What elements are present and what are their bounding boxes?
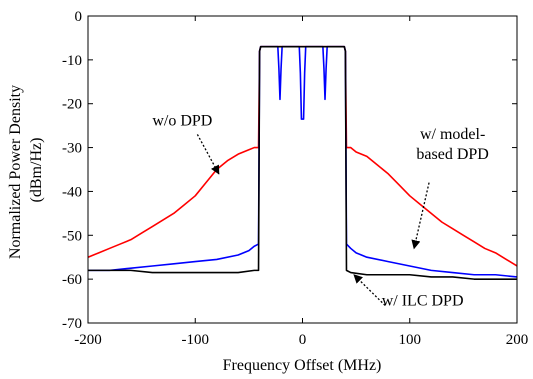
y-axis-label-line-1: Normalized Power Density (7, 85, 24, 259)
series-line-2 (88, 45, 517, 278)
series-line-3 (88, 45, 517, 280)
annotation-label-2: w/ model-based DPD (416, 126, 488, 163)
annotation-arrow-3 (353, 274, 386, 306)
x-tick-label: 200 (506, 332, 529, 348)
y-tick-label: -50 (62, 228, 82, 244)
y-tick-label: 0 (75, 9, 83, 25)
annotation-arrow-1 (196, 134, 220, 175)
y-tick-label: -20 (62, 97, 82, 113)
x-tick-label: -100 (182, 332, 210, 348)
annotation-label-1: w/o DPD (152, 113, 212, 130)
tick-layer: -200 -100 0 100 200 0 -10 -20 -30 -40 -50 -60 -70 (62, 9, 528, 348)
x-tick-label: 100 (399, 332, 422, 348)
x-tick-label: -200 (74, 332, 102, 348)
x-tick-label: 0 (299, 332, 307, 348)
series-layer (88, 45, 517, 280)
y-tick-label: -30 (62, 141, 82, 157)
x-axis-label: Frequency Offset (MHz) (223, 357, 382, 374)
y-tick-label: -40 (62, 184, 82, 200)
y-axis-label-line-2: (dBm/Hz) (28, 138, 45, 203)
annotation-label-3: w/ ILC DPD (382, 292, 464, 309)
y-tick-label: -60 (62, 272, 82, 288)
y-axis-label: Normalized Power Density (dBm/Hz) (7, 81, 45, 259)
y-tick-label: -70 (62, 316, 82, 332)
y-tick-label: -10 (62, 53, 82, 69)
annotation-arrow-2 (411, 182, 430, 250)
annotation-layer: w/o DPD w/ model-based DPD w/ ILC DPD (152, 113, 489, 310)
